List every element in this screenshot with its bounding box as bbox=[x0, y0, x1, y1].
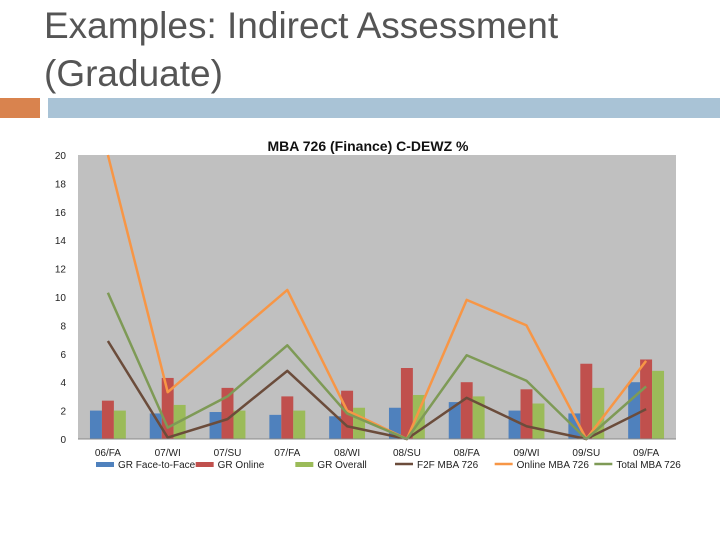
x-tick-label: 06/FA bbox=[95, 448, 121, 459]
bar bbox=[592, 387, 605, 439]
y-tick-label: 14 bbox=[55, 236, 67, 247]
y-tick-label: 16 bbox=[55, 208, 67, 219]
bar bbox=[269, 414, 282, 439]
y-tick-label: 2 bbox=[60, 407, 66, 418]
legend-label: F2F MBA 726 bbox=[417, 460, 479, 471]
legend-swatch bbox=[295, 462, 314, 467]
series-line bbox=[106, 154, 648, 441]
bar bbox=[89, 410, 102, 439]
legend-label: GR Overall bbox=[317, 460, 366, 471]
plot-background bbox=[78, 155, 676, 439]
title-accent-bar bbox=[0, 98, 40, 118]
legend-label: GR Online bbox=[218, 460, 265, 471]
legend: GR Face-to-Face GR Online GR Overall F2F MB… bbox=[96, 460, 681, 471]
y-tick-label: 8 bbox=[60, 321, 66, 332]
x-tick-label: 07/WI bbox=[155, 448, 181, 459]
legend-swatch bbox=[195, 462, 214, 467]
title-bar bbox=[48, 98, 720, 118]
x-tick-label: 07/SU bbox=[214, 448, 242, 459]
bar bbox=[580, 363, 593, 439]
bar bbox=[329, 416, 342, 439]
bar bbox=[640, 359, 653, 439]
bar bbox=[472, 396, 485, 439]
bar bbox=[628, 382, 641, 439]
bar bbox=[412, 394, 425, 439]
x-tick-label: 07/FA bbox=[274, 448, 300, 459]
chart-title: MBA 726 (Finance) C-DEWZ % bbox=[268, 138, 469, 154]
legend-swatch bbox=[96, 462, 114, 467]
y-tick-label: 18 bbox=[55, 179, 67, 190]
bar bbox=[508, 410, 521, 439]
bar bbox=[400, 368, 413, 439]
series-line bbox=[106, 340, 647, 441]
bar bbox=[460, 382, 473, 439]
bar bbox=[652, 370, 665, 439]
bar bbox=[221, 387, 234, 439]
legend-label: Online MBA 726 bbox=[517, 460, 590, 471]
y-tick-label: 6 bbox=[60, 350, 66, 361]
bar bbox=[281, 396, 294, 439]
slide-title-line-2: (Graduate) bbox=[44, 53, 223, 94]
series-line bbox=[106, 292, 647, 441]
slide-title: Examples: Indirect Assessment (Graduate) bbox=[44, 2, 684, 98]
slide-title-line-1: Examples: Indirect Assessment bbox=[44, 5, 559, 46]
bar bbox=[101, 400, 114, 439]
bar bbox=[353, 407, 366, 439]
bar bbox=[448, 402, 461, 439]
legend-label: Total MBA 726 bbox=[616, 460, 681, 471]
bar bbox=[388, 407, 401, 439]
y-tick-label: 4 bbox=[60, 378, 66, 389]
x-tick-label: 08/WI bbox=[334, 448, 360, 459]
bar bbox=[113, 410, 126, 439]
bar bbox=[209, 412, 222, 439]
y-tick-label: 12 bbox=[55, 265, 67, 276]
x-tick-label: 09/SU bbox=[572, 448, 600, 459]
x-tick-label: 08/SU bbox=[393, 448, 421, 459]
bar bbox=[293, 410, 306, 439]
legend-label: GR Face-to-Face bbox=[118, 460, 196, 471]
bar bbox=[149, 413, 162, 439]
bar bbox=[520, 389, 533, 439]
x-tick-label: 08/FA bbox=[454, 448, 480, 459]
bar bbox=[532, 403, 545, 439]
bar bbox=[233, 410, 246, 439]
y-tick-label: 10 bbox=[55, 293, 67, 304]
y-tick-label: 20 bbox=[55, 151, 67, 162]
x-tick-label: 09/FA bbox=[633, 448, 659, 459]
bar bbox=[161, 377, 174, 439]
bar bbox=[341, 390, 354, 439]
y-tick-label: 0 bbox=[60, 435, 66, 446]
plot-area: 0 2 4 6 8 10 12 14 16 18 20 06/FA 07/WI 07/SU 07/FA 08/… bbox=[55, 151, 676, 459]
x-tick-label: 09/WI bbox=[513, 448, 539, 459]
